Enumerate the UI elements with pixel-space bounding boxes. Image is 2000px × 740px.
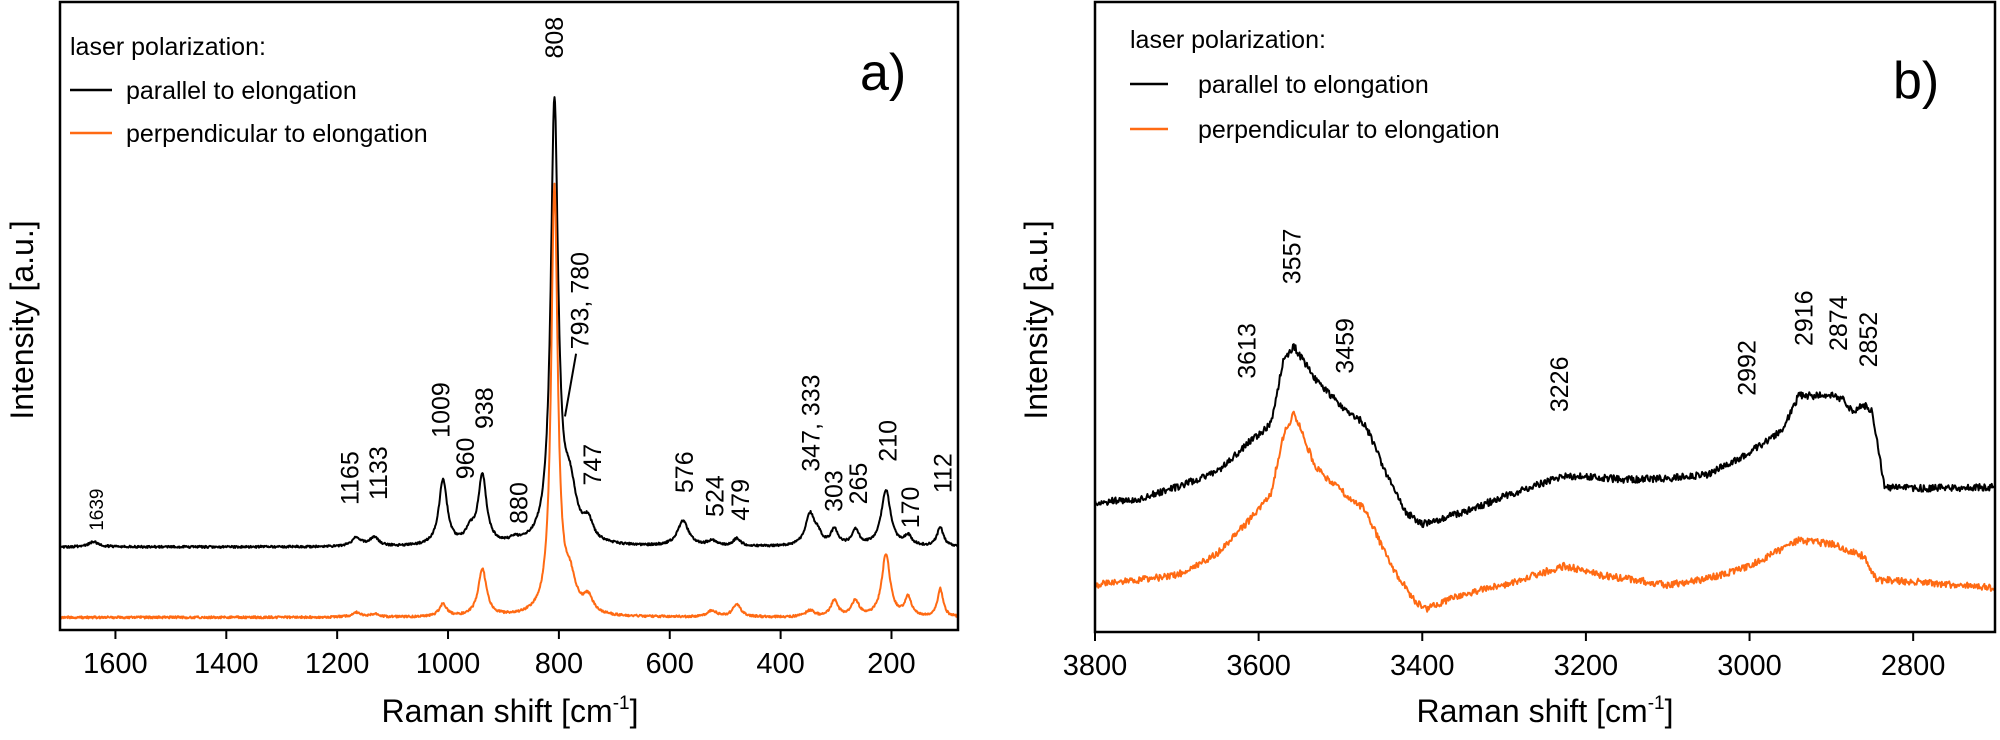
- peak-label: 1133: [365, 446, 393, 500]
- peak-label: 1639: [87, 488, 108, 530]
- x-tick-label: 1400: [194, 648, 259, 680]
- legend-entry-parallel: parallel to elongation: [1198, 71, 1429, 99]
- panel-label: a): [860, 44, 906, 102]
- x-tick-label: 3000: [1717, 650, 1782, 682]
- peak-label: 1165: [336, 451, 364, 505]
- peak-label: 170: [897, 487, 925, 529]
- x-tick-label: 1000: [416, 648, 481, 680]
- peak-label: 1009: [427, 382, 455, 438]
- peak-label: 880: [505, 482, 533, 524]
- peak-label: 938: [471, 387, 499, 429]
- peak-label: 2874: [1825, 295, 1853, 351]
- peak-leader-line: [564, 353, 578, 417]
- legend-entry-perpendicular: perpendicular to elongation: [126, 120, 428, 148]
- x-tick-label: 2800: [1881, 650, 1946, 682]
- peak-label: 210: [875, 420, 903, 462]
- x-tick-label: 1200: [305, 648, 370, 680]
- peak-label: 960: [452, 438, 480, 480]
- peak-label: 808: [541, 17, 569, 59]
- x-tick-label: 3800: [1063, 650, 1128, 682]
- series-line-parallel: [59, 96, 959, 549]
- peak-label: 303: [820, 470, 848, 512]
- peak-label: 3226: [1546, 357, 1574, 413]
- peak-label: 3613: [1233, 323, 1261, 379]
- legend-entry-parallel: parallel to elongation: [126, 77, 357, 105]
- plot-frame: [58, 0, 960, 632]
- peak-label: 265: [845, 463, 873, 505]
- peak-label: 3459: [1332, 318, 1360, 374]
- series-line-perpendicular: [59, 182, 959, 620]
- peak-label: 2852: [1855, 312, 1883, 368]
- peak-label: 2916: [1791, 290, 1819, 346]
- x-tick-label: 3600: [1226, 650, 1291, 682]
- peak-label: 524: [702, 475, 730, 517]
- legend-title: laser polarization:: [1130, 26, 1326, 54]
- x-tick-label: 3200: [1554, 650, 1619, 682]
- peak-label: 347, 333: [798, 374, 826, 471]
- x-tick-label: 800: [535, 648, 583, 680]
- peak-label: 747: [579, 444, 607, 486]
- peak-label: 112: [929, 453, 957, 493]
- panel-b: laser polarization: parallel to elongati…: [1018, 0, 1997, 729]
- y-axis-title: Intensity [a.u.]: [1018, 220, 1054, 419]
- x-axis-title: Raman shift [cm-1]: [1417, 693, 1674, 729]
- legend-entry-perpendicular: perpendicular to elongation: [1198, 116, 1500, 144]
- plot-frame: [1093, 0, 1997, 634]
- peak-label: 2992: [1733, 340, 1761, 396]
- x-tick-label: 1600: [83, 648, 148, 680]
- peak-label: 576: [671, 451, 699, 493]
- x-axis-title: Raman shift [cm-1]: [382, 693, 639, 729]
- x-tick-label: 600: [646, 648, 694, 680]
- panel-label: b): [1893, 52, 1939, 110]
- x-tick-label: 200: [867, 648, 915, 680]
- legend-title: laser polarization:: [70, 33, 266, 61]
- series-line-perpendicular: [1094, 410, 1996, 613]
- peak-label: 479: [727, 479, 755, 521]
- panel-a: laser polarization: parallel to elongati…: [4, 0, 960, 729]
- series-line-parallel: [1094, 343, 1996, 529]
- peak-label: 793, 780: [566, 252, 594, 349]
- x-tick-label: 400: [756, 648, 804, 680]
- peak-label: 3557: [1278, 229, 1306, 285]
- x-tick-label: 3400: [1390, 650, 1455, 682]
- y-axis-title: Intensity [a.u.]: [4, 220, 40, 419]
